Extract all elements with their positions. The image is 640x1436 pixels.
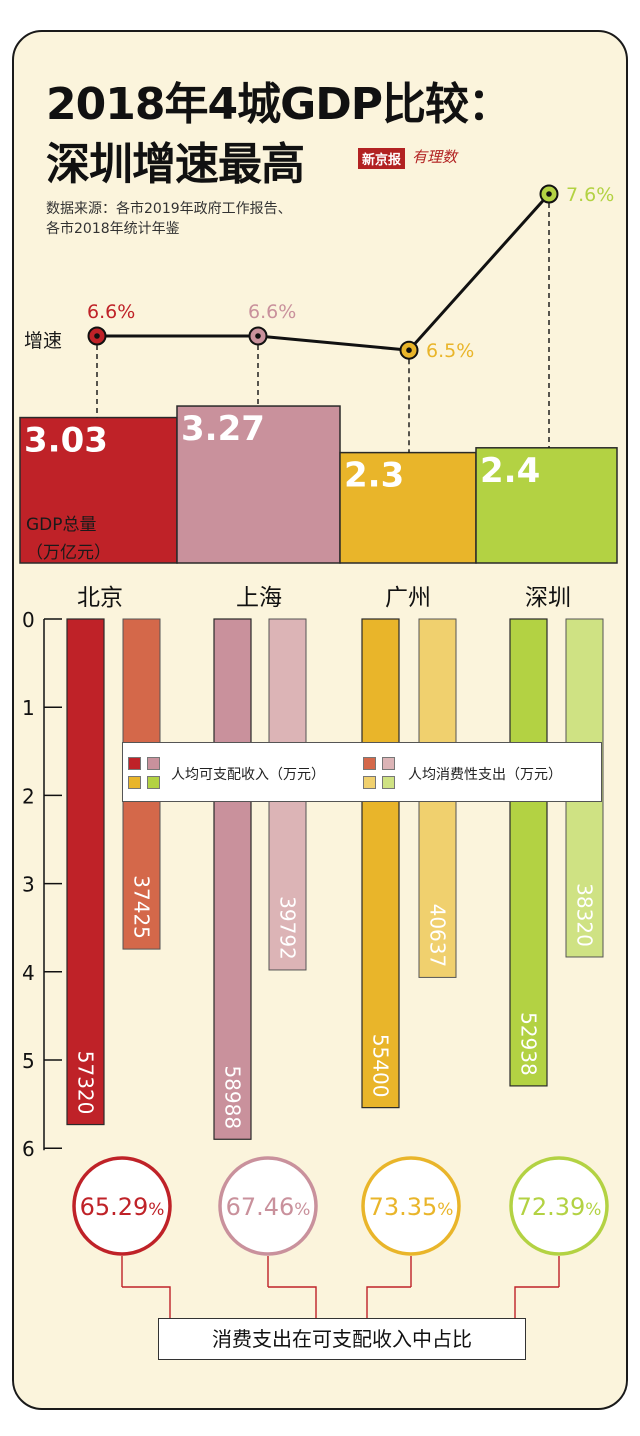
ratio-bracket-left xyxy=(122,1286,171,1318)
city-label-beijing: 北京 xyxy=(77,585,123,611)
city-label-shenzhen: 深圳 xyxy=(525,585,571,611)
growth-marker-dot-shenzhen xyxy=(546,191,552,197)
ratio-bracket-mid-left xyxy=(268,1286,317,1318)
gdp-label: GDP总量 xyxy=(26,515,97,535)
gdp-value-label-guangzhou: 2.3 xyxy=(344,456,404,496)
spend-value-label-shanghai: 39792 xyxy=(276,896,300,960)
city-label-shanghai: 上海 xyxy=(236,585,282,611)
growth-value-label-guangzhou: 6.5% xyxy=(426,340,474,362)
gdp-value-label-beijing: 3.03 xyxy=(24,421,108,461)
spend-value-label-shenzhen: 38320 xyxy=(573,883,597,947)
ratio-circle-shenzhen xyxy=(509,1156,609,1256)
legend-swatch-shenzhen-spend xyxy=(382,776,395,789)
brand-column-logo: 有理数 xyxy=(412,148,458,166)
brand-logo: 新京报 xyxy=(358,148,406,169)
income-value-label-shanghai: 58988 xyxy=(221,1065,245,1129)
legend-swatch-shanghai-spend xyxy=(382,757,395,770)
legend-swatch-beijing-spend xyxy=(363,757,376,770)
gdp-bar-shanghai xyxy=(176,405,341,564)
ratio-value-label-beijing: 65.29% xyxy=(80,1193,165,1221)
y-axis-tick-label-0: 0 xyxy=(22,608,35,632)
gdp-bar-shenzhen xyxy=(475,447,618,564)
ratio-circle-guangzhou xyxy=(361,1156,461,1256)
y-axis-tick-label-1: 1 xyxy=(22,696,35,720)
source-line-2: 各市2018年统计年鉴 xyxy=(46,221,180,237)
legend-swatch-guangzhou-income xyxy=(128,776,141,789)
gdp-value-label-shenzhen: 2.4 xyxy=(480,451,540,491)
y-axis-tick-label-6: 6 xyxy=(22,1137,35,1161)
source-line-1: 数据来源：各市2019年政府工作报告、 xyxy=(46,201,292,217)
ratio-circle-beijing xyxy=(72,1156,172,1256)
growth-value-label-shanghai: 6.6% xyxy=(248,301,296,323)
growth-marker-dot-beijing xyxy=(94,333,100,339)
title-line-2: 深圳增速最高 xyxy=(46,139,305,190)
spend-value-label-guangzhou: 40637 xyxy=(426,904,450,968)
income-bar-shanghai xyxy=(213,618,252,1140)
spend-value-label-beijing: 37425 xyxy=(130,875,154,939)
legend-swatch-shenzhen-income xyxy=(147,776,160,789)
y-axis-tick-label-2: 2 xyxy=(22,784,35,808)
income-value-label-guangzhou: 55400 xyxy=(369,1034,393,1098)
legend: 人均可支配收入（万元） 人均消费性支出（万元） xyxy=(122,742,602,802)
income-value-label-beijing: 57320 xyxy=(74,1051,98,1115)
ratio-value-label-guangzhou: 73.35% xyxy=(369,1193,454,1221)
legend-swatch-shanghai-income xyxy=(147,757,160,770)
income-bar-guangzhou xyxy=(361,618,400,1109)
gdp-unit-label: （万亿元） xyxy=(26,543,111,563)
ratio-circle-shanghai xyxy=(218,1156,318,1256)
growth-marker-dot-shanghai xyxy=(255,333,261,339)
city-label-guangzhou: 广州 xyxy=(385,585,431,611)
growth-label: 增速 xyxy=(24,330,63,352)
footer-caption: 消费支出在可支配收入中占比 xyxy=(158,1318,526,1360)
ratio-bracket-mid-right xyxy=(366,1286,411,1318)
income-bar-shenzhen xyxy=(509,618,548,1087)
income-value-label-shenzhen: 52938 xyxy=(517,1012,541,1076)
gdp-bar-beijing xyxy=(19,416,178,564)
legend-swatch-guangzhou-spend xyxy=(363,776,376,789)
ratio-bracket-right xyxy=(514,1286,559,1318)
title-line-1: 2018年4城GDP比较： xyxy=(46,79,512,130)
growth-value-label-shenzhen: 7.6% xyxy=(566,184,614,206)
y-axis-tick-label-5: 5 xyxy=(22,1049,35,1073)
legend-spend-label: 人均消费性支出（万元） xyxy=(408,767,562,783)
y-axis-tick-label-3: 3 xyxy=(22,873,35,897)
gdp-value-label-shanghai: 3.27 xyxy=(181,409,265,449)
ratio-value-label-shenzhen: 72.39% xyxy=(517,1193,602,1221)
ratio-value-label-shanghai: 67.46% xyxy=(226,1193,311,1221)
growth-marker-dot-guangzhou xyxy=(406,347,412,354)
legend-swatch-beijing-income xyxy=(128,757,141,770)
gdp-bar-guangzhou xyxy=(339,451,477,564)
growth-value-label-beijing: 6.6% xyxy=(87,301,135,323)
income-bar-beijing xyxy=(66,618,105,1126)
y-axis-tick-label-4: 4 xyxy=(22,961,35,985)
growth-line xyxy=(97,192,551,352)
legend-income-label: 人均可支配收入（万元） xyxy=(171,767,325,783)
